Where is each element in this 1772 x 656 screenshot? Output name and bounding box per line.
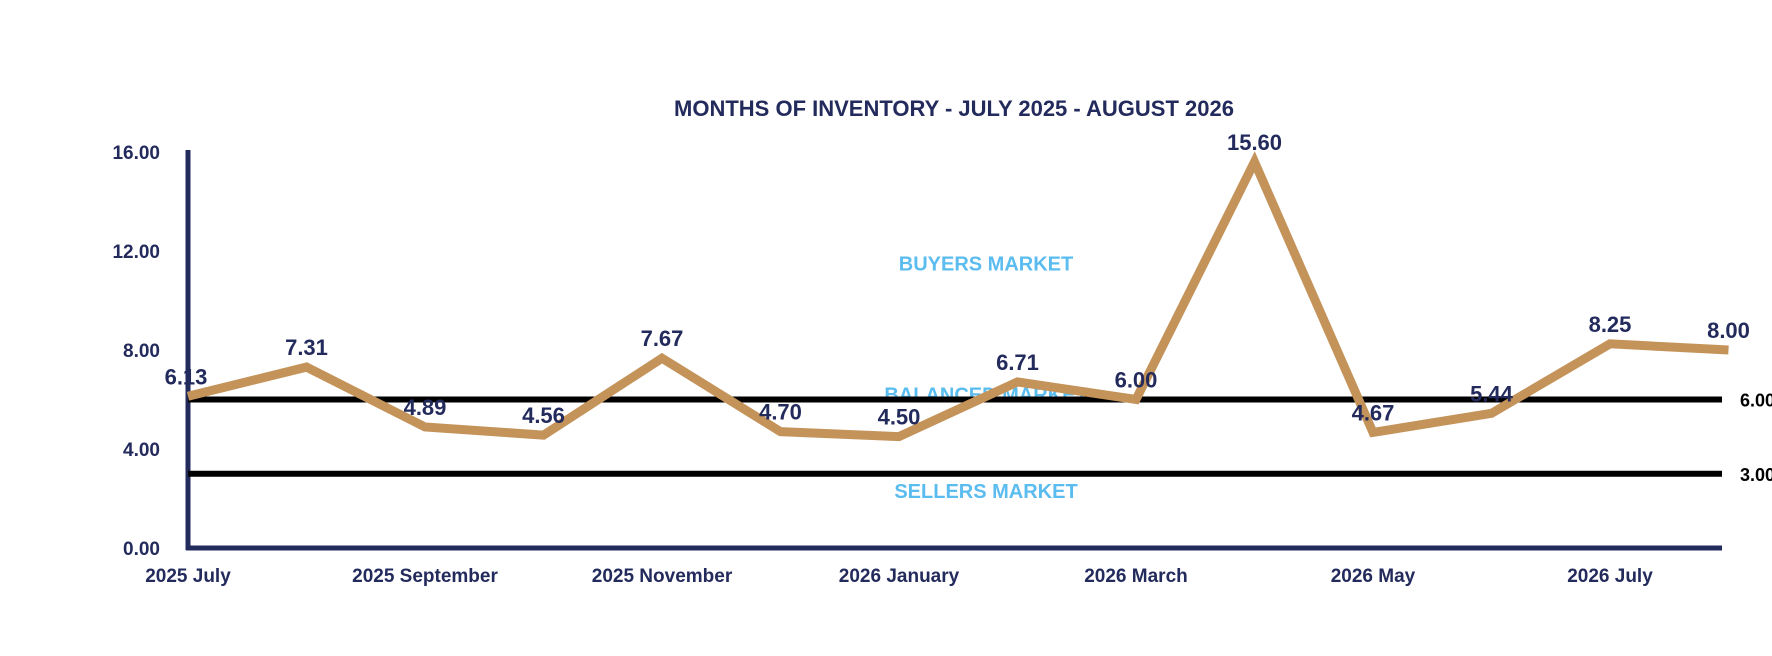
reference-line-label: 3.00 (1740, 465, 1772, 485)
axes: 0.00 4.00 8.00 12.00 16.00 2025 July 2025 Sept… (112, 143, 1722, 587)
data-label: 4.89 (404, 395, 447, 420)
x-tick-label: 2025 July (145, 566, 231, 587)
x-tick-label: 2026 January (839, 566, 960, 587)
data-labels: 6.13 7.31 4.89 4.56 7.67 4.70 4.50 6.71 6.00 15.6… (165, 130, 1750, 430)
data-label: 4.50 (878, 405, 921, 430)
data-label: 6.00 (1115, 368, 1158, 393)
data-label: 8.25 (1589, 312, 1632, 337)
series (186, 151, 1729, 442)
y-tick-label: 0.00 (123, 539, 160, 560)
series-line (186, 151, 1729, 442)
y-tick-label: 8.00 (123, 341, 160, 362)
y-tick-label: 16.00 (112, 143, 160, 164)
x-tick-label: 2026 March (1084, 566, 1188, 587)
data-label: 7.67 (641, 326, 684, 351)
x-tick-label: 2025 September (352, 566, 498, 587)
data-label: 8.00 (1707, 318, 1750, 343)
x-tick-label: 2026 July (1567, 566, 1653, 587)
y-tick-label: 12.00 (112, 242, 160, 263)
data-label: 6.13 (165, 364, 208, 389)
reference-line-label: 6.00 (1740, 391, 1772, 411)
y-tick-label: 4.00 (123, 440, 160, 461)
data-label: 4.67 (1352, 400, 1395, 425)
data-label: 4.70 (759, 400, 802, 425)
x-tick-label: 2026 May (1331, 566, 1416, 587)
chart-title: MONTHS OF INVENTORY - JULY 2025 - AUGUST… (674, 96, 1234, 121)
data-label: 7.31 (285, 335, 328, 360)
data-label: 6.71 (996, 350, 1039, 375)
data-label: 15.60 (1227, 130, 1282, 155)
zone-label: SELLERS MARKET (894, 481, 1077, 503)
reference-lines: 6.00 3.00 (188, 391, 1772, 485)
data-label: 4.56 (522, 403, 565, 428)
x-tick-label: 2025 November (592, 566, 733, 587)
zone-label: BUYERS MARKET (899, 253, 1073, 275)
data-label: 5.44 (1470, 381, 1514, 406)
